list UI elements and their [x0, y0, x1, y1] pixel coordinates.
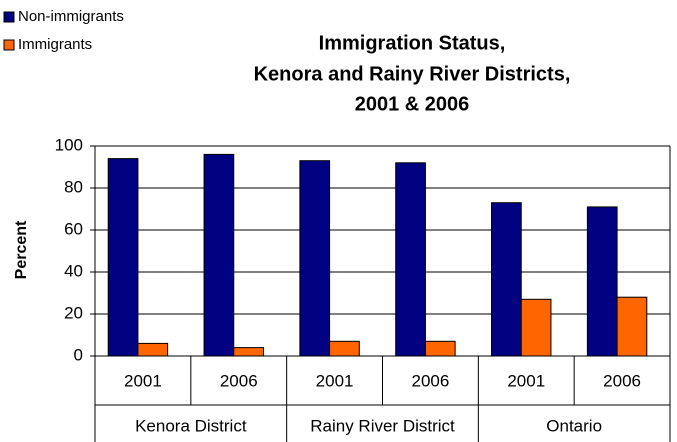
- y-tick-label: 60: [64, 219, 83, 238]
- x-tick-label: 2001: [507, 371, 545, 390]
- y-tick-label: 40: [64, 261, 83, 280]
- group-label: Kenora District: [135, 416, 247, 435]
- legend-label: Non-immigrants: [18, 8, 124, 25]
- legend-label: Immigrants: [18, 36, 92, 53]
- bar: [520, 298, 552, 357]
- bar: [137, 342, 169, 357]
- y-tick-label: 0: [74, 345, 83, 364]
- bar: [395, 162, 426, 357]
- bar: [299, 160, 331, 357]
- bar: [424, 340, 456, 357]
- legend-swatch: [3, 11, 15, 23]
- bar: [491, 202, 522, 357]
- bar: [616, 296, 648, 357]
- y-tick-label: 80: [64, 177, 83, 196]
- chart-title: Kenora and Rainy River Districts,: [254, 63, 571, 85]
- y-axis-label: Percent: [13, 220, 30, 279]
- y-tick-label: 100: [55, 135, 83, 154]
- y-tick-label: 20: [64, 303, 83, 322]
- bar: [586, 206, 618, 357]
- bar: [329, 340, 360, 357]
- x-tick-label: 2006: [220, 371, 258, 390]
- bar: [233, 347, 264, 357]
- x-tick-label: 2001: [124, 371, 162, 390]
- x-tick-label: 2001: [316, 371, 354, 390]
- x-tick-label: 2006: [603, 371, 641, 390]
- group-label: Ontario: [546, 416, 602, 435]
- chart-title: 2001 & 2006: [355, 93, 470, 115]
- legend-swatch: [3, 39, 15, 51]
- x-tick-label: 2006: [412, 371, 450, 390]
- chart-title: Immigration Status,: [319, 32, 506, 54]
- bar: [203, 153, 235, 357]
- bar: [107, 158, 139, 357]
- group-label: Rainy River District: [310, 416, 455, 435]
